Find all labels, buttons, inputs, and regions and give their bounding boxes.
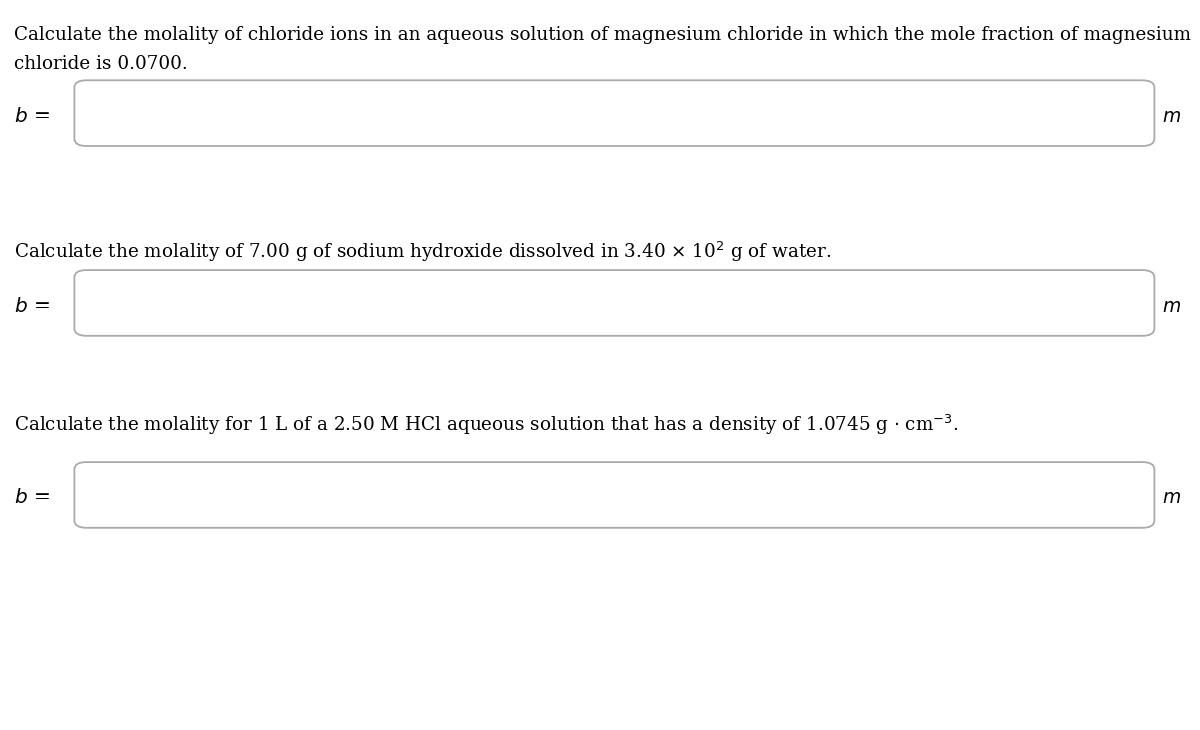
- Text: Calculate the molality of 7.00 g of sodium hydroxide dissolved in 3.40 $\times$ : Calculate the molality of 7.00 g of sodi…: [14, 239, 832, 264]
- Text: $b$ =: $b$ =: [14, 107, 50, 126]
- Text: $b$ =: $b$ =: [14, 488, 50, 507]
- Text: chloride is 0.0700.: chloride is 0.0700.: [14, 55, 188, 73]
- FancyBboxPatch shape: [74, 80, 1154, 146]
- FancyBboxPatch shape: [74, 270, 1154, 336]
- Text: $m$: $m$: [1162, 108, 1181, 126]
- Text: $m$: $m$: [1162, 298, 1181, 315]
- Text: $m$: $m$: [1162, 489, 1181, 507]
- FancyBboxPatch shape: [74, 462, 1154, 528]
- Text: $b$ =: $b$ =: [14, 297, 50, 316]
- Text: Calculate the molality for 1 L of a 2.50 M HCl aqueous solution that has a densi: Calculate the molality for 1 L of a 2.50…: [14, 412, 959, 437]
- Text: Calculate the molality of chloride ions in an aqueous solution of magnesium chlo: Calculate the molality of chloride ions …: [14, 26, 1192, 44]
